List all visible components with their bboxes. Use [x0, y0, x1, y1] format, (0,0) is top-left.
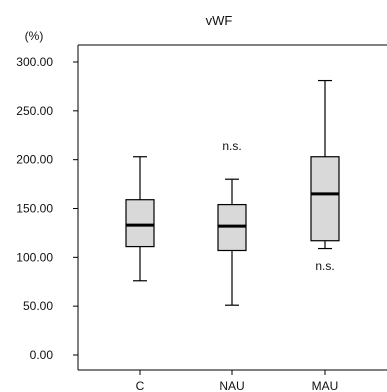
annotations-group: n.s. n.s.: [222, 139, 334, 273]
significance-label: n.s.: [315, 259, 334, 273]
x-tick-label: C: [136, 379, 145, 392]
y-tick-label: 50.00: [23, 299, 53, 313]
y-tick-label: 100.00: [16, 250, 53, 264]
x-axis: C NAU MAU: [136, 370, 339, 392]
y-tick-label: 150.00: [16, 202, 53, 216]
y-tick-label: 200.00: [16, 153, 53, 167]
y-tick-label: 250.00: [16, 104, 53, 118]
y-axis: 300.00 250.00 200.00 150.00 100.00 50.00 0.00: [16, 55, 78, 362]
boxes-group: [125, 79, 340, 306]
y-axis-unit-label: (%): [25, 29, 44, 43]
y-tick-label: 0.00: [30, 348, 54, 362]
box-iqr: [125, 199, 155, 248]
box-nau: [217, 178, 247, 306]
x-tick-label: MAU: [312, 379, 339, 392]
x-tick-label: NAU: [219, 379, 244, 392]
box-iqr: [310, 156, 340, 242]
box-c: [125, 156, 155, 282]
chart-title: vWF: [206, 13, 233, 28]
y-tick-label: 300.00: [16, 55, 53, 69]
box-mau: [310, 79, 340, 250]
significance-label: n.s.: [222, 139, 241, 153]
